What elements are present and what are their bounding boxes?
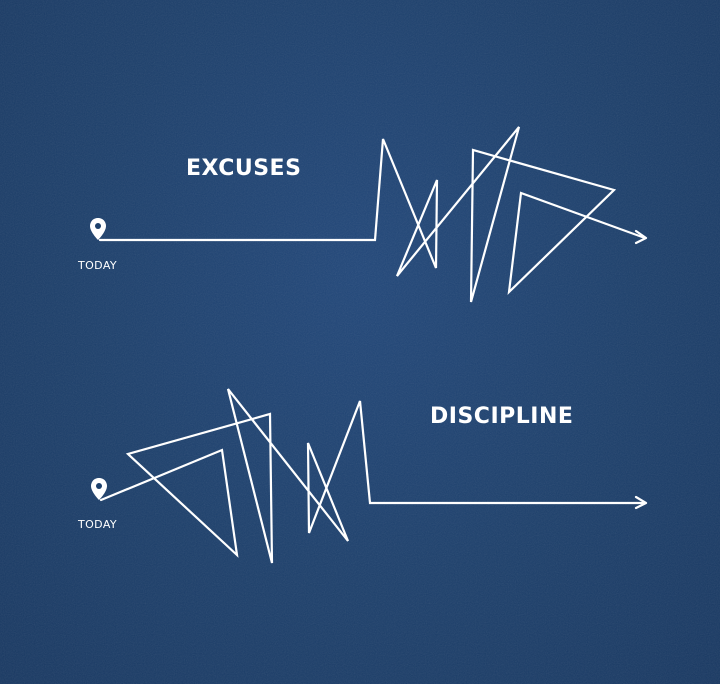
discipline-path <box>99 388 647 564</box>
excuses-path <box>98 126 647 303</box>
discipline-today-label: TODAY <box>78 518 118 531</box>
location-pin-icon <box>90 218 106 240</box>
excuses-diagram <box>90 126 648 303</box>
arrow-head-icon <box>634 229 648 245</box>
discipline-title: DISCIPLINE <box>430 404 574 429</box>
discipline-diagram <box>91 388 648 564</box>
arrow-head-icon <box>634 495 648 510</box>
excuses-today-label: TODAY <box>78 259 118 272</box>
location-pin-icon <box>91 478 107 500</box>
excuses-title: EXCUSES <box>186 156 302 181</box>
